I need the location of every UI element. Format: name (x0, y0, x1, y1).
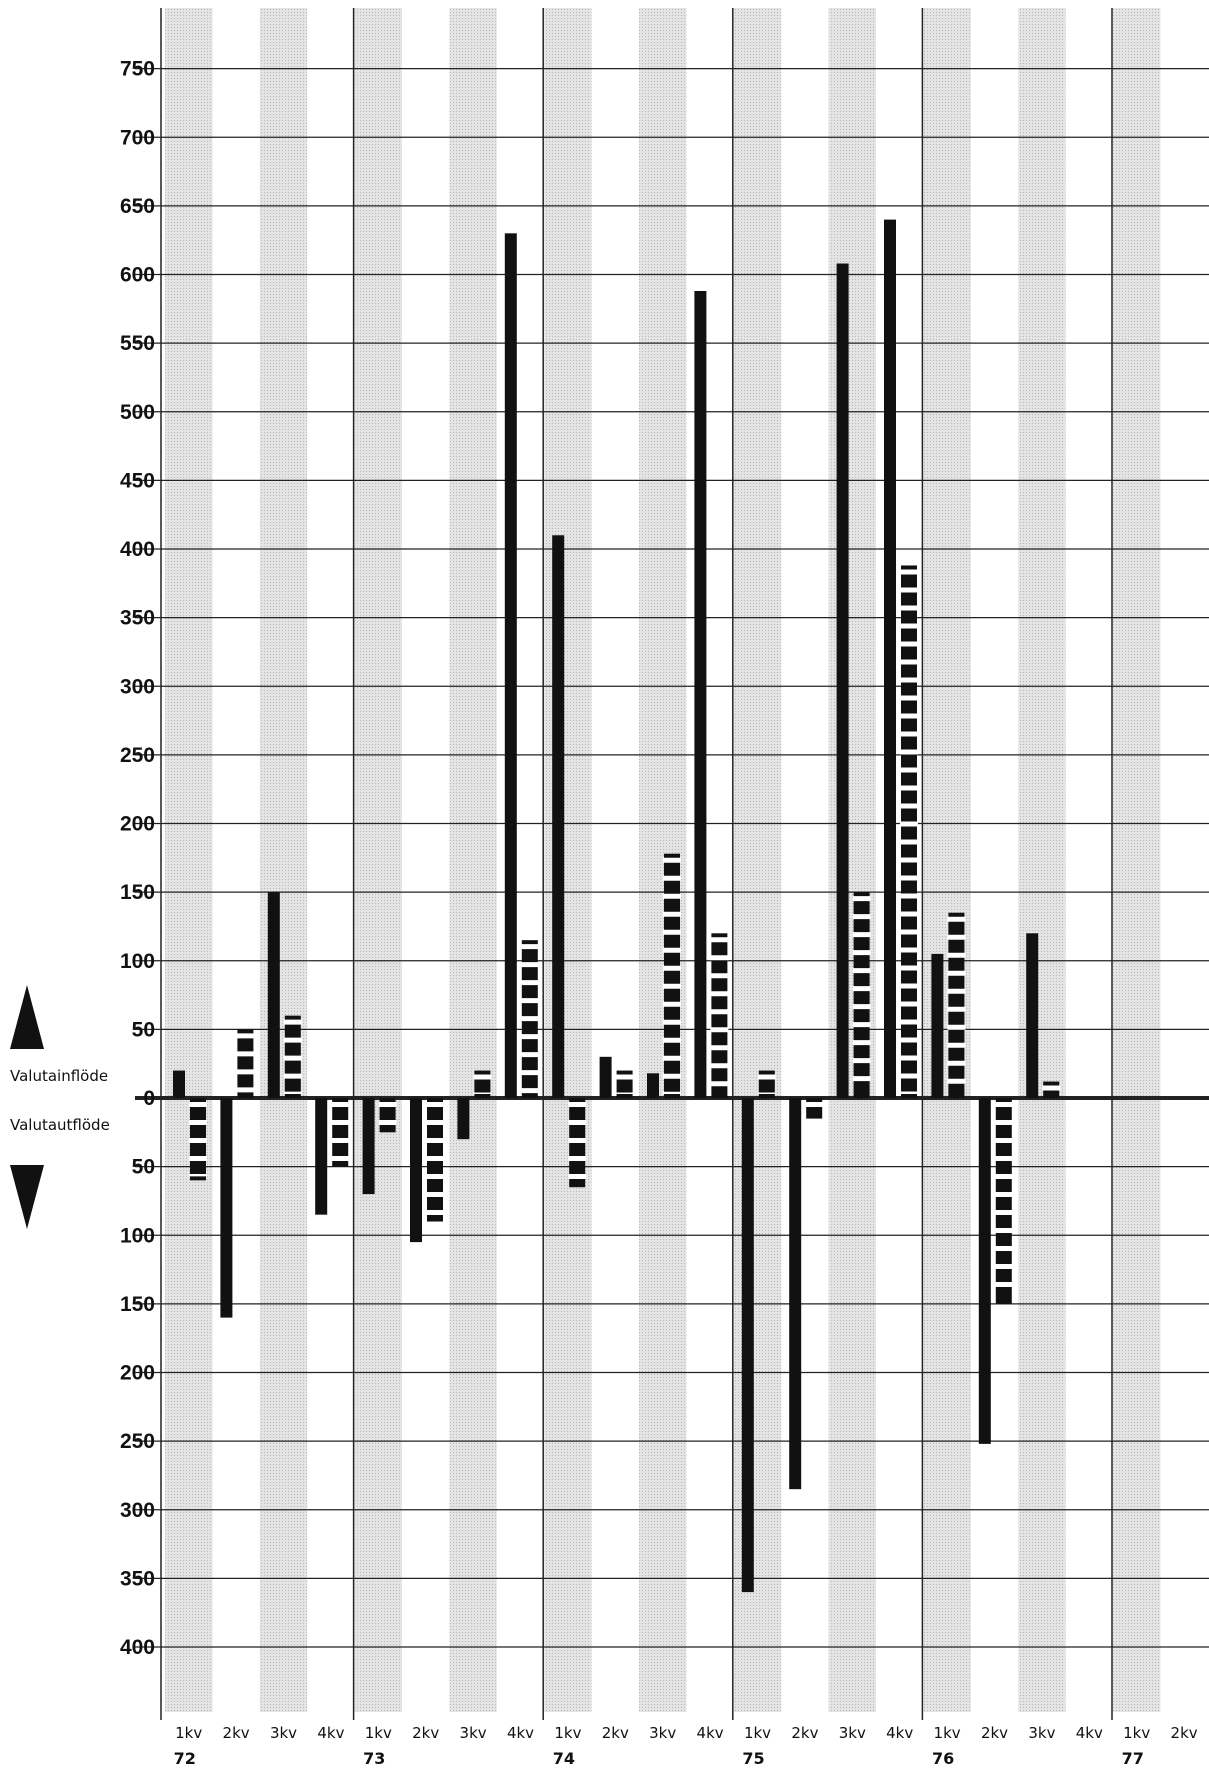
shaded-band (354, 8, 402, 1712)
gridlines (135, 8, 1209, 1720)
x-tick-label: 3kv (460, 1724, 487, 1742)
shaded-band (923, 8, 971, 1712)
shaded-band (1018, 8, 1066, 1712)
shaded-band (828, 8, 876, 1712)
x-tick-label: 4kv (697, 1724, 724, 1742)
dashed-bar (332, 1098, 349, 1167)
x-tick-label: 1kv (744, 1724, 771, 1742)
x-tick-label: 3kv (649, 1724, 676, 1742)
y-tick-label: 200 (120, 1362, 155, 1385)
x-tick-label: 2kv (981, 1724, 1008, 1742)
y-tick-label: 300 (120, 1499, 155, 1522)
x-tick-label: 1kv (934, 1724, 961, 1742)
y-tick-label: 500 (120, 401, 155, 424)
shaded-band (1113, 8, 1161, 1712)
x-tick-label: 1kv (365, 1724, 392, 1742)
y-axis-ticks: 7507006506005505004504003503002502001501… (120, 58, 155, 1659)
y-tick-label: 600 (120, 264, 155, 287)
x-tick-label: 2kv (602, 1724, 629, 1742)
year-label: 74 (553, 1749, 575, 1768)
solid-bar (978, 1098, 991, 1444)
solid-bar (741, 1098, 754, 1593)
x-tick-label: 1kv (554, 1724, 581, 1742)
shaded-band (449, 8, 497, 1712)
y-tick-label: 650 (120, 195, 155, 218)
x-tick-label: 4kv (507, 1724, 534, 1742)
shaded-band (165, 8, 213, 1712)
outflow-label: Valutautflöde (10, 1116, 110, 1134)
y-tick-label: 250 (120, 1430, 155, 1453)
year-label: 72 (174, 1749, 196, 1768)
y-tick-label: 350 (120, 1567, 155, 1590)
bars (173, 219, 1061, 1593)
x-tick-label: 2kv (791, 1724, 818, 1742)
solid-bar (1026, 933, 1039, 1098)
shaded-band (733, 8, 782, 1712)
y-tick-label: 300 (120, 675, 155, 698)
y-tick-label: 150 (120, 1293, 155, 1316)
x-tick-label: 1kv (1123, 1724, 1150, 1742)
y-tick-label: 200 (120, 813, 155, 836)
solid-bar (599, 1056, 612, 1098)
x-tick-label: 1kv (175, 1724, 202, 1742)
solid-bar (694, 290, 707, 1099)
solid-bar (457, 1098, 470, 1140)
solid-bar (220, 1098, 233, 1318)
solid-bar (647, 1073, 659, 1098)
solid-bar (504, 233, 517, 1098)
dashed-bar (806, 1098, 823, 1119)
inflow-arrow-icon (10, 985, 44, 1049)
shaded-bands (165, 8, 1161, 1712)
solid-bar (410, 1098, 422, 1243)
y-tick-label: 100 (120, 1224, 155, 1247)
solid-bar (884, 219, 896, 1099)
outflow-arrow-icon (10, 1165, 44, 1229)
x-tick-label: 3kv (1028, 1724, 1055, 1742)
solid-bar (789, 1098, 802, 1490)
solid-bar (267, 892, 280, 1098)
solid-bar (173, 1070, 185, 1098)
y-tick-label: 150 (120, 881, 155, 904)
x-axis-labels: 1kv 2kv 3kv 4kv 1kv 2kv 3kv 4kv 1kv 2kv 3kv 4kv 1kv 2… (174, 1724, 1198, 1768)
dashed-bar (995, 1098, 1012, 1304)
x-tick-label: 4kv (1076, 1724, 1103, 1742)
y-tick-label: 0 (143, 1087, 155, 1110)
y-tick-label: 50 (132, 1156, 155, 1179)
solid-bar (931, 953, 944, 1098)
shaded-band (259, 8, 308, 1712)
y-tick-label: 350 (120, 607, 155, 630)
y-tick-label: 550 (120, 332, 155, 355)
x-tick-label: 4kv (886, 1724, 913, 1742)
y-tick-label: 400 (120, 538, 155, 561)
year-label: 76 (932, 1749, 954, 1768)
dashed-bar (237, 1029, 254, 1098)
x-tick-label: 3kv (839, 1724, 866, 1742)
y-tick-label: 450 (120, 469, 155, 492)
y-tick-label: 400 (120, 1636, 155, 1659)
x-tick-label: 3kv (270, 1724, 297, 1742)
x-tick-label: 4kv (317, 1724, 344, 1742)
inflow-label: Valutainflöde (10, 1067, 109, 1085)
year-label: 73 (363, 1749, 385, 1768)
dashed-bar (853, 892, 870, 1098)
y-tick-label: 100 (120, 950, 155, 973)
dashed-bar (948, 912, 965, 1098)
x-tick-label: 2kv (1171, 1724, 1198, 1742)
x-tick-label: 2kv (223, 1724, 250, 1742)
solid-bar (362, 1098, 375, 1195)
x-tick-label: 2kv (412, 1724, 439, 1742)
dashed-bar (664, 853, 680, 1098)
solid-bar (836, 263, 849, 1098)
year-label: 77 (1122, 1749, 1144, 1768)
y-tick-label: 50 (132, 1018, 155, 1041)
y-tick-label: 700 (120, 126, 155, 149)
y-tick-label: 250 (120, 744, 155, 767)
year-label: 75 (742, 1749, 764, 1768)
y-tick-label: 750 (120, 58, 155, 81)
solid-bar (315, 1098, 328, 1215)
solid-bar (552, 535, 565, 1098)
shaded-band (544, 8, 592, 1712)
